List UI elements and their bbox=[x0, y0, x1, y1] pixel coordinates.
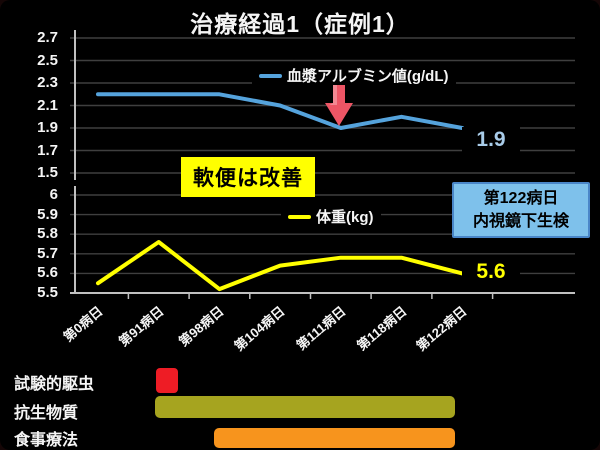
improvement-note: 軟便は改善 bbox=[181, 157, 315, 197]
page-title: 治療経過1（症例1） bbox=[190, 11, 410, 37]
biopsy-note: 第122病日 内視鏡下生検 bbox=[452, 182, 590, 239]
down-arrow-icon bbox=[324, 84, 354, 127]
albumin-line bbox=[96, 92, 465, 130]
albumin-value-label: 1.9 bbox=[462, 127, 520, 153]
weight-line bbox=[96, 240, 465, 292]
legend-albumin-label: 血漿アルブミン値(g/dL) bbox=[287, 68, 449, 85]
legend-albumin: 血漿アルブミン値(g/dL) bbox=[252, 63, 456, 88]
weight-legend-sample bbox=[288, 214, 311, 219]
biopsy-note-line1: 第122病日 bbox=[483, 190, 559, 207]
albumin-legend-sample bbox=[259, 73, 282, 78]
legend-weight-label: 体重(kg) bbox=[316, 209, 374, 226]
biopsy-note-line2: 内視鏡下生検 bbox=[472, 213, 569, 231]
legend-weight: 体重(kg) bbox=[281, 204, 381, 229]
weight-value-label: 5.6 bbox=[462, 259, 520, 285]
